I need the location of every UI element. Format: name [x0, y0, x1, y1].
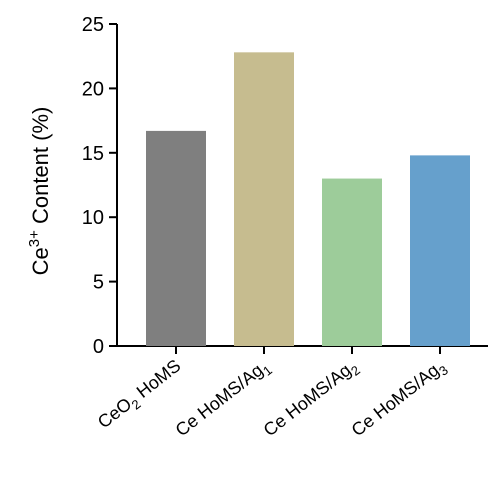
- y-axis-title: Ce3+ Content (%): [26, 107, 53, 276]
- y-axis: 0 5 10 15 20 25: [82, 14, 118, 358]
- y-label-superscript: 3+: [26, 230, 43, 247]
- bar: [322, 178, 382, 346]
- y-axis-label: Ce3+ Content (%): [26, 107, 53, 276]
- bar: [410, 155, 470, 346]
- x-tick-label: Ce HoMS/Ag1: [172, 355, 275, 443]
- y-label-rest: Content (%): [28, 107, 53, 231]
- y-tick-label: 10: [82, 207, 104, 229]
- x-tick-label: Ce HoMS/Ag2: [260, 355, 363, 443]
- bar: [146, 130, 206, 346]
- y-tick-label: 0: [93, 336, 104, 358]
- category-base: Ce HoMS/Ag: [260, 360, 355, 440]
- y-label-base: Ce: [28, 247, 53, 275]
- bars: [146, 52, 470, 346]
- bar: [234, 52, 294, 346]
- y-tick-label: 20: [82, 78, 104, 100]
- x-axis: [117, 345, 488, 354]
- y-tick-label: 25: [82, 14, 104, 36]
- y-tick-label: 5: [93, 272, 104, 294]
- category-base: Ce HoMS/Ag: [172, 360, 267, 440]
- category-base: Ce HoMS/Ag: [348, 360, 443, 440]
- category-rest: HoMS: [129, 355, 185, 405]
- x-tick-label: Ce HoMS/Ag3: [348, 355, 451, 443]
- y-tick-label: 15: [82, 143, 104, 165]
